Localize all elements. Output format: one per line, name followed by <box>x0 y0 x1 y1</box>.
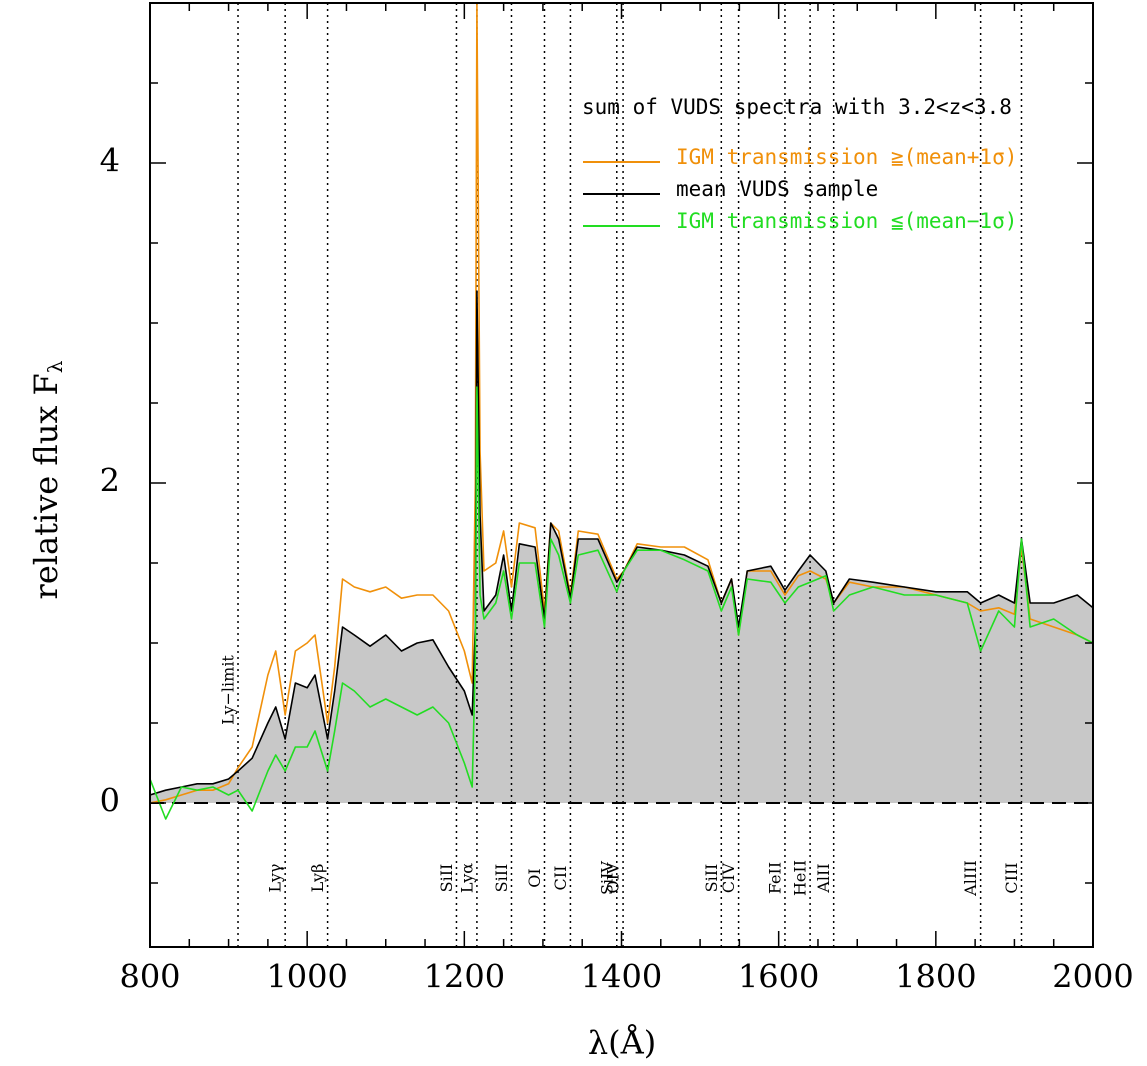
area-fill <box>150 291 1093 803</box>
x-tick-label: 1200 <box>424 958 505 996</box>
x-tick-label: 800 <box>119 958 180 996</box>
reference-label: FeII <box>765 862 784 894</box>
x-axis-label: λ(Å) <box>588 1024 656 1062</box>
reference-label: Lyβ <box>308 864 327 893</box>
x-tick-label: 2000 <box>1052 958 1133 996</box>
y-tick-label: 0 <box>100 782 120 820</box>
legend-label: IGM transmission ≧(mean+1σ) <box>676 145 1017 169</box>
series-line <box>150 3 1093 804</box>
plot-area <box>150 3 1093 947</box>
reference-label: CIII <box>1002 862 1021 893</box>
reference-label: SiII <box>492 864 511 893</box>
series-line <box>150 386 1093 820</box>
reference-label: AlII <box>814 863 833 893</box>
x-tick-label: 1000 <box>266 958 347 996</box>
x-tick-label: 1400 <box>581 958 662 996</box>
reference-label: Lyγ <box>266 864 285 893</box>
y-tick-label: 4 <box>100 142 120 180</box>
y-axis-label: relative flux Fλ <box>27 360 67 599</box>
reference-label: AlIII <box>961 860 980 897</box>
reference-label: HeII <box>791 860 810 896</box>
reference-label: SiIV <box>597 861 616 895</box>
reference-label: Lyα <box>457 863 476 893</box>
y-tick-label: 2 <box>100 462 120 500</box>
legend-label: mean VUDS sample <box>676 177 878 201</box>
reference-label: CII <box>551 866 570 891</box>
y-axis-label-main: relative flux F <box>27 373 65 599</box>
series-line <box>150 290 1093 796</box>
reference-label: SiII <box>437 864 456 893</box>
y-axis-label-sub: λ <box>43 360 67 373</box>
x-tick-label: 1600 <box>738 958 819 996</box>
reference-label: Ly−limit <box>219 655 238 725</box>
reference-label: OIV <box>604 862 623 893</box>
x-tick-label: 1800 <box>895 958 976 996</box>
legend-label: IGM transmission ≦(mean−1σ) <box>676 209 1017 233</box>
reference-label: SiII <box>702 864 721 893</box>
legend-title: sum of VUDS spectra with 3.2<z<3.8 <box>582 95 1012 119</box>
reference-label: CIV <box>719 863 738 894</box>
reference-label: OI <box>525 868 544 887</box>
